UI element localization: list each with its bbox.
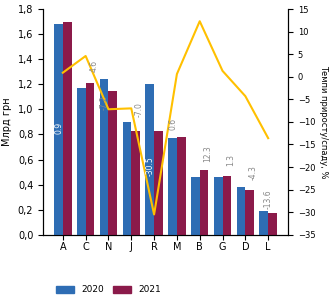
Bar	[268, 213, 277, 235]
Bar	[54, 24, 63, 235]
Bar	[63, 22, 71, 235]
Bar	[131, 131, 140, 235]
Text: -7.0: -7.0	[135, 102, 144, 117]
Text: 0.6: 0.6	[168, 118, 177, 130]
Bar	[109, 91, 117, 235]
Y-axis label: Темпи приросту/спаду, %: Темпи приросту/спаду, %	[319, 65, 328, 179]
Y-axis label: Млрд грн: Млрд грн	[2, 98, 12, 146]
Bar	[260, 211, 268, 235]
Bar	[200, 169, 209, 235]
Text: 4.6: 4.6	[89, 59, 98, 72]
Bar	[222, 176, 231, 235]
Bar	[77, 88, 86, 235]
Text: 1.3: 1.3	[226, 154, 235, 166]
Text: -13.6: -13.6	[264, 190, 273, 209]
Bar	[177, 137, 186, 235]
Bar	[237, 187, 245, 235]
Text: -7.2: -7.2	[100, 96, 109, 110]
Bar	[245, 190, 254, 235]
Bar	[191, 177, 200, 235]
Bar	[145, 84, 154, 235]
Bar	[154, 131, 163, 235]
Text: 0.9: 0.9	[54, 122, 63, 134]
Bar	[86, 83, 94, 235]
Bar	[168, 138, 177, 235]
Bar	[122, 122, 131, 235]
Text: -30.5: -30.5	[146, 156, 155, 176]
Bar	[100, 79, 109, 235]
Bar	[214, 177, 222, 235]
Text: 12.3: 12.3	[203, 145, 212, 162]
Text: -4.3: -4.3	[249, 165, 258, 179]
